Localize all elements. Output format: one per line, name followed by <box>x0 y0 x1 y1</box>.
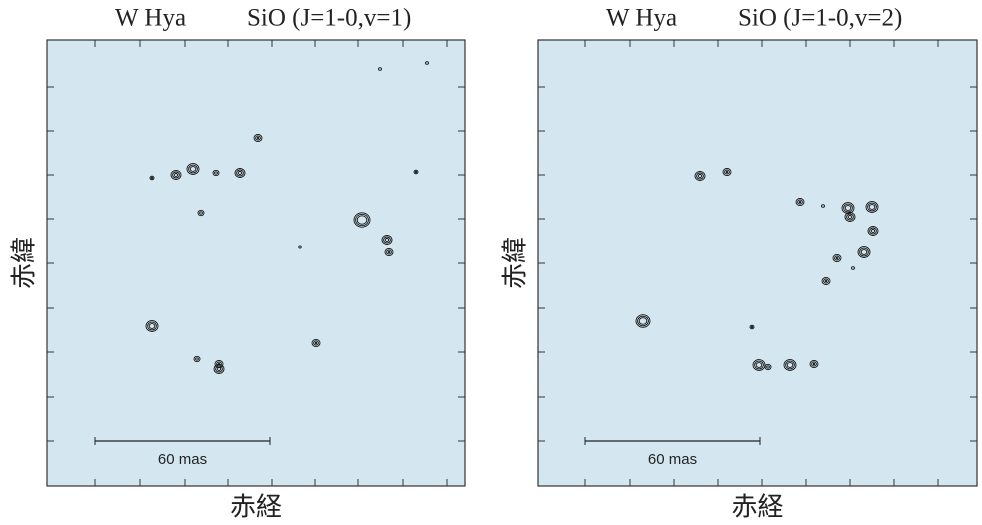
map-frame <box>538 40 977 486</box>
x-axis-label: 赤経 <box>230 493 282 523</box>
panel-line: SiO (J=1-0,v=1) <box>247 5 411 32</box>
x-axis-label: 赤経 <box>731 493 783 523</box>
y-axis-label: 赤緯 <box>10 237 40 289</box>
panel-source: W Hya <box>606 5 677 32</box>
scale-label: 60 mas <box>158 451 207 468</box>
scale-label: 60 mas <box>648 451 697 468</box>
figure: 60 mas W Hya SiO (J=1-0,v=1) 赤経 赤緯 60 mas W Hy… <box>0 0 982 525</box>
map-frame <box>47 40 465 486</box>
panel-source: W Hya <box>115 5 186 32</box>
panel-line: SiO (J=1-0,v=2) <box>738 5 902 32</box>
y-axis-label: 赤緯 <box>501 237 531 289</box>
